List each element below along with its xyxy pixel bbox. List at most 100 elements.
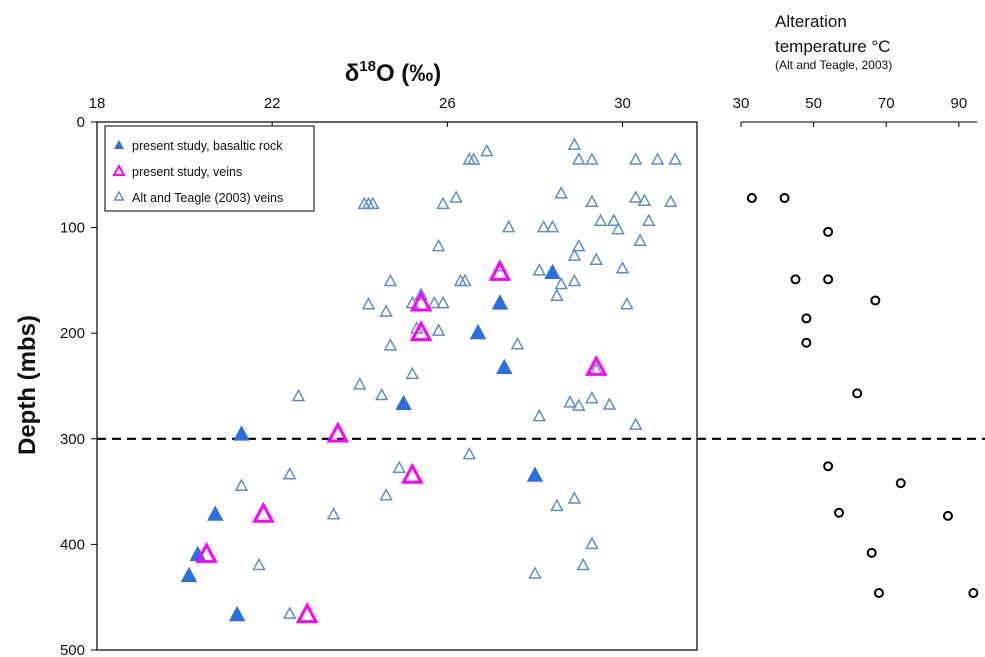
- point-vein: [252, 501, 275, 523]
- point-alt-teagle-vein: [379, 488, 393, 501]
- point-vein: [409, 320, 433, 342]
- point-alt-teagle-vein: [366, 196, 380, 210]
- point-alt-teagle-vein: [572, 152, 586, 165]
- x-tick-label: 22: [264, 95, 281, 112]
- point-basaltic-rock: [395, 394, 412, 410]
- point-alt-teagle-vein: [593, 213, 608, 227]
- point-alt-teagle-vein: [607, 213, 621, 227]
- point-alt-teagle-vein: [427, 295, 441, 309]
- point-alt-teagle-vein: [567, 273, 582, 287]
- point-basaltic-rock: [180, 566, 198, 583]
- point-alt-teagle-vein: [291, 388, 306, 402]
- point-temperature: [968, 587, 979, 598]
- point-alt-teagle-vein: [431, 323, 446, 336]
- point-alt-teagle-vein: [480, 143, 494, 157]
- point-basaltic-rock: [233, 425, 250, 441]
- point-basaltic-rock: [207, 505, 224, 521]
- point-alt-teagle-vein: [628, 152, 643, 165]
- point-alt-teagle-vein: [567, 137, 582, 150]
- x-axis-title-delta: δ: [345, 60, 360, 87]
- point-alt-teagle-vein: [405, 366, 420, 380]
- point-temperature: [942, 510, 953, 521]
- point-alt-teagle-vein: [414, 287, 428, 300]
- point-alt-teagle-vein: [545, 219, 560, 233]
- x-axis-title: δ18O (‰): [345, 58, 442, 87]
- point-alt-teagle-vein: [576, 557, 590, 571]
- legend-label-basaltic-rock: present study, basaltic rock: [132, 139, 283, 153]
- point-temperature: [823, 226, 834, 237]
- point-alt-teagle-vein: [528, 566, 542, 579]
- point-alt-teagle-vein: [379, 304, 393, 317]
- legend-marker-basaltic-rock: [114, 140, 124, 149]
- point-temperature: [746, 193, 757, 204]
- point-alt-teagle-vein: [383, 273, 398, 287]
- point-temperature: [866, 547, 877, 558]
- point-alt-teagle-vein: [431, 238, 446, 252]
- point-alt-teagle-vein: [637, 193, 652, 206]
- point-alt-teagle-vein: [554, 186, 568, 199]
- point-temperature: [801, 313, 812, 324]
- y-tick-label: 200: [60, 325, 85, 342]
- point-alt-teagle-vein: [392, 460, 406, 474]
- temp-axis-subtitle: (Alt and Teagle, 2003): [775, 58, 892, 72]
- temp-x-tick-label: 70: [878, 95, 895, 112]
- point-alt-teagle-vein: [374, 387, 389, 401]
- point-temperature: [873, 587, 884, 598]
- point-basaltic-rock: [228, 605, 246, 622]
- point-alt-teagle-vein: [567, 248, 582, 261]
- x-tick-label: 18: [89, 95, 106, 112]
- plot-frame: [96, 121, 698, 651]
- point-alt-teagle-vein: [554, 276, 568, 290]
- point-basaltic-rock: [469, 323, 487, 340]
- point-temperature: [790, 274, 801, 285]
- point-vein: [409, 290, 433, 312]
- point-alt-teagle-vein: [563, 395, 577, 408]
- point-alt-teagle-vein: [602, 397, 617, 410]
- point-basaltic-rock: [189, 545, 206, 561]
- point-alt-teagle-vein: [361, 296, 376, 310]
- y-tick-label: 100: [60, 220, 85, 237]
- point-alt-teagle-vein: [650, 152, 665, 165]
- point-basaltic-rock: [491, 294, 509, 310]
- legend: present study, basaltic rock present stu…: [104, 125, 315, 212]
- x-tick-label: 30: [614, 95, 631, 112]
- point-temperature: [823, 461, 834, 472]
- point-temperature: [823, 274, 834, 285]
- point-temperature: [834, 507, 845, 518]
- marks-layer: [180, 137, 979, 624]
- x-axis-title-sup: 18: [359, 58, 376, 75]
- legend-marker-alt-teagle: [113, 190, 125, 201]
- axes-layer: 0 100 200 300 400 500 18 22 26 30 30 50 70 90: [60, 95, 985, 657]
- x-axis-title-rest: O (‰): [376, 60, 441, 87]
- legend-marker-veins: [112, 163, 126, 176]
- point-vein: [400, 462, 424, 484]
- legend-label-veins: present study, veins: [132, 165, 242, 179]
- point-alt-teagle-vein: [383, 338, 398, 351]
- point-alt-teagle-vein: [550, 288, 564, 301]
- point-vein: [326, 421, 350, 443]
- point-alt-teagle-vein: [501, 219, 516, 233]
- point-vein: [488, 259, 512, 281]
- point-alt-teagle-vein: [585, 194, 599, 208]
- legend-box: [104, 125, 315, 212]
- temp-x-tick-label: 30: [733, 95, 750, 112]
- y-tick-label: 400: [60, 536, 85, 553]
- point-alt-teagle-vein: [449, 190, 463, 203]
- temp-axis-title-line1: Alteration: [775, 12, 847, 31]
- point-alt-teagle-vein: [668, 152, 682, 165]
- point-alt-teagle-vein: [234, 478, 249, 492]
- point-alt-teagle-vein: [567, 491, 582, 504]
- point-vein: [295, 602, 319, 624]
- point-alt-teagle-vein: [628, 417, 643, 430]
- x-tick-label: 26: [439, 95, 456, 112]
- point-temperature: [870, 295, 881, 306]
- point-alt-teagle-vein: [585, 536, 599, 550]
- point-alt-teagle-vein: [611, 221, 625, 235]
- point-alt-teagle-vein: [532, 408, 547, 422]
- point-vein: [584, 354, 608, 376]
- point-alt-teagle-vein: [532, 263, 547, 276]
- y-tick-label: 500: [60, 642, 85, 657]
- point-alt-teagle-vein: [663, 194, 678, 208]
- point-alt-teagle-vein: [353, 377, 367, 390]
